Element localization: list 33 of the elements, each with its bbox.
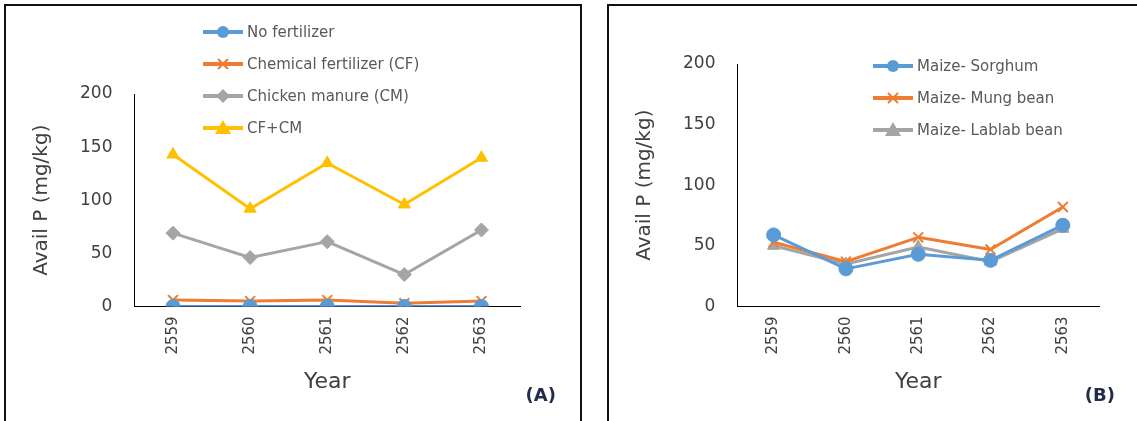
y-tick-label: 200	[79, 82, 113, 103]
x-tick-label: 2559	[162, 316, 181, 355]
y-tick-label: 150	[682, 113, 716, 134]
legend-label: Chicken manure (CM)	[247, 87, 409, 105]
y-tick-label: 100	[682, 173, 716, 194]
legend-label: Maize- Lablab bean	[917, 121, 1063, 139]
y-axis-title: Avail P (mg/kg)	[631, 109, 656, 261]
x-axis-title: Year	[893, 367, 943, 393]
text: (A)	[525, 384, 556, 405]
text: (B)	[1084, 384, 1115, 405]
x-tick-label: 2561	[908, 316, 927, 355]
y-tick-label: 0	[101, 294, 113, 315]
x-tick-label: 2559	[763, 316, 782, 355]
legend-label: Chemical fertilizer (CF)	[247, 55, 420, 73]
y-tick-label: 100	[79, 188, 113, 209]
x-tick-label: 2563	[471, 316, 490, 355]
x-tick-label: 2562	[980, 316, 999, 355]
x-tick-label: 2563	[1052, 316, 1071, 355]
x-axis-title: Year	[302, 367, 352, 393]
legend-label: Maize- Mung bean	[917, 89, 1055, 107]
y-tick-label: 0	[704, 294, 716, 315]
y-axis-title: Avail P (mg/kg)	[28, 124, 53, 276]
y-tick-label: 50	[90, 241, 113, 262]
y-tick-label: 50	[693, 234, 716, 255]
legend-label: No fertilizer	[247, 23, 335, 41]
x-tick-label: 2560	[835, 316, 854, 355]
x-tick-label: 2562	[394, 316, 413, 355]
x-tick-label: 2560	[240, 316, 258, 355]
y-tick-label: 200	[682, 52, 716, 73]
legend-label: Maize- Sorghum	[917, 57, 1039, 75]
y-tick-label: 150	[79, 135, 113, 156]
legend-label: CF+CM	[247, 119, 303, 137]
x-tick-label: 2561	[317, 316, 336, 355]
